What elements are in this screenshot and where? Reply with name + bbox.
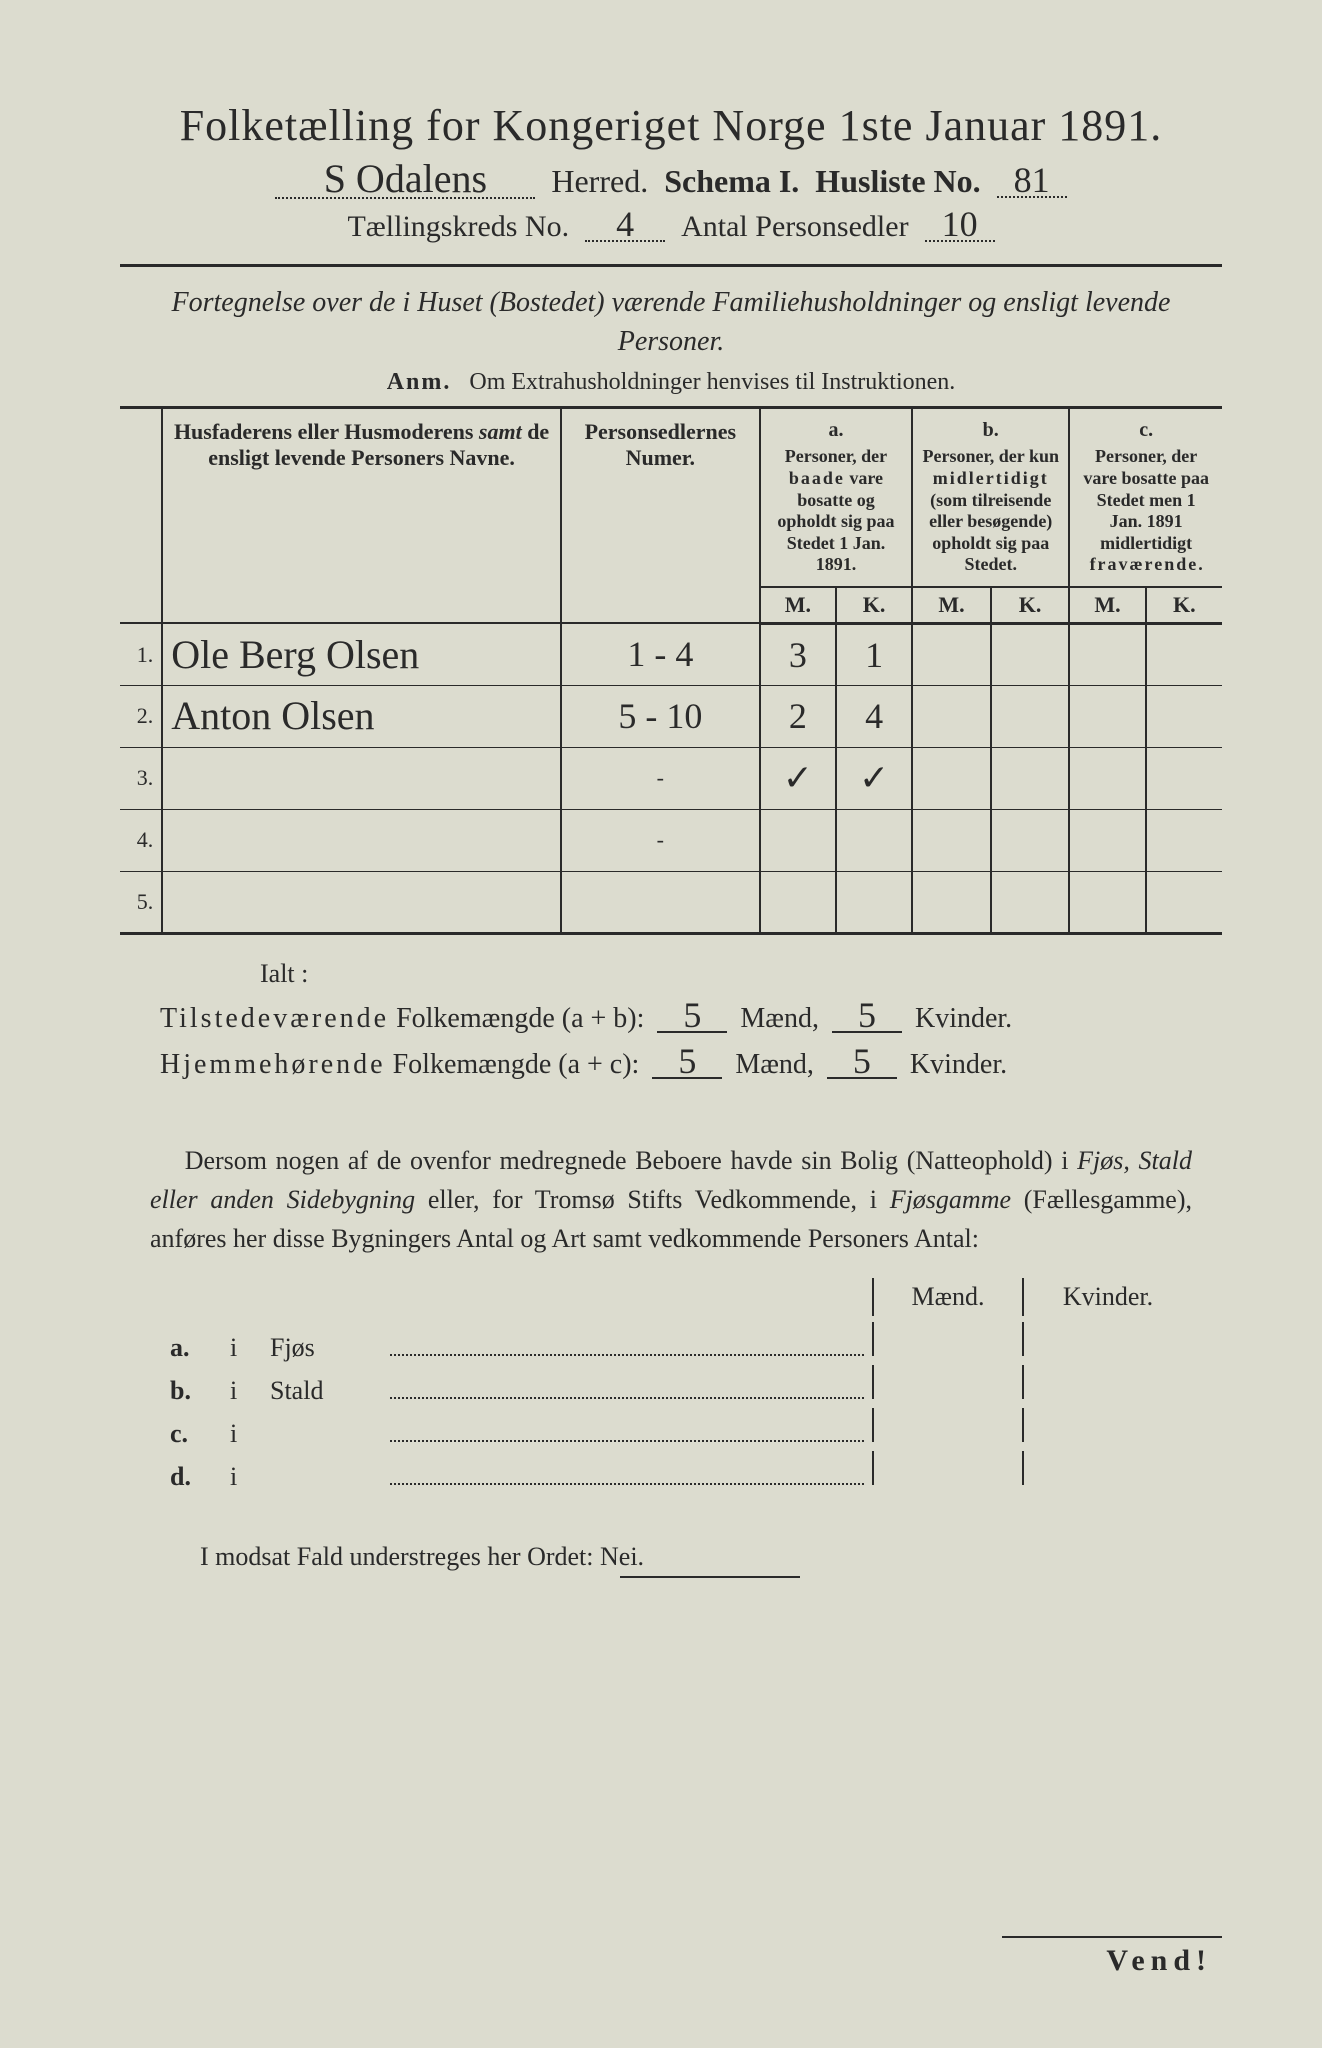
byg-row-a: a. i Fjøs: [170, 1322, 1192, 1363]
byg-row-c: c. i: [170, 1408, 1192, 1449]
byg-mk-header: Mænd. Kvinder.: [120, 1278, 1192, 1316]
col-b-k: K.: [991, 587, 1070, 624]
hjemme-k: 5: [827, 1045, 897, 1079]
header-row-2: Tællingskreds No. 4 Antal Personsedler 1…: [120, 208, 1222, 244]
byg-kvinder-label: Kvinder.: [1022, 1278, 1192, 1316]
modsat-line: I modsat Fald understreges her Ordet: Ne…: [200, 1542, 1222, 1572]
hjemme-m: 5: [652, 1045, 722, 1079]
table-row: 4. -: [120, 809, 1222, 871]
nei-underline: [620, 1576, 800, 1578]
divider: [120, 264, 1222, 267]
byg-row-d: d. i: [170, 1451, 1192, 1492]
schema-label: Schema I.: [664, 163, 799, 200]
table-row: 3. - ✓ ✓: [120, 747, 1222, 809]
byg-maend-label: Mænd.: [872, 1278, 1022, 1316]
ialt-label: Ialt :: [260, 959, 1222, 989]
household-table: Husfaderens eller Husmoderens samt de en…: [120, 406, 1222, 935]
col-name-heading: Husfaderens eller Husmoderens samt de en…: [162, 408, 561, 624]
table-row: 2. Anton Olsen 5 - 10 2 4: [120, 685, 1222, 747]
col-rownum: [120, 408, 162, 624]
personsedler-value: 10: [925, 208, 995, 242]
col-c-heading: c. Personer, der vare bosatte paa Stedet…: [1069, 408, 1222, 587]
page-title: Folketælling for Kongeriget Norge 1ste J…: [120, 100, 1222, 151]
col-a-heading: a. Personer, der baade vare bosatte og o…: [760, 408, 912, 587]
herred-value: S Odalens: [275, 161, 535, 199]
herred-label: Herred.: [551, 163, 648, 200]
anm-text: Om Extrahusholdninger henvises til Instr…: [469, 369, 955, 395]
anm-line: Anm. Om Extrahusholdninger henvises til …: [120, 369, 1222, 396]
anm-label: Anm.: [387, 369, 452, 395]
tilstede-k: 5: [832, 999, 902, 1033]
byg-row-b: b. i Stald: [170, 1365, 1192, 1406]
table-row: 5.: [120, 871, 1222, 933]
fortegnelse-text: Fortegnelse over de i Huset (Bostedet) v…: [160, 283, 1182, 361]
vend-label: Vend!: [1106, 1944, 1212, 1978]
dersom-paragraph: Dersom nogen af de ovenfor medregnede Be…: [150, 1141, 1192, 1258]
kreds-label: Tællingskreds No.: [347, 210, 569, 244]
col-c-k: K.: [1146, 587, 1222, 624]
table-row: 1. Ole Berg Olsen 1 - 4 3 1: [120, 623, 1222, 685]
census-form-page: Folketælling for Kongeriget Norge 1ste J…: [0, 0, 1322, 2048]
kreds-value: 4: [585, 208, 665, 242]
col-a-k: K.: [836, 587, 912, 624]
vend-rule: [1002, 1936, 1222, 1938]
hjemme-row: Hjemmehørende Folkemængde (a + c): 5 Mæn…: [160, 1045, 1222, 1081]
tilstede-m: 5: [657, 999, 727, 1033]
col-a-m: M.: [760, 587, 836, 624]
col-c-m: M.: [1069, 587, 1145, 624]
tilstede-row: Tilstedeværende Folkemængde (a + b): 5 M…: [160, 999, 1222, 1035]
personsedler-label: Antal Personsedler: [681, 210, 908, 244]
col-pers-heading: Personsedlernes Numer.: [561, 408, 760, 624]
col-b-m: M.: [912, 587, 991, 624]
husliste-label: Husliste No.: [815, 163, 980, 200]
husliste-value: 81: [997, 164, 1067, 198]
col-b-heading: b. Personer, der kun midlertidigt (som t…: [912, 408, 1069, 587]
header-row-1: S Odalens Herred. Schema I. Husliste No.…: [120, 161, 1222, 200]
